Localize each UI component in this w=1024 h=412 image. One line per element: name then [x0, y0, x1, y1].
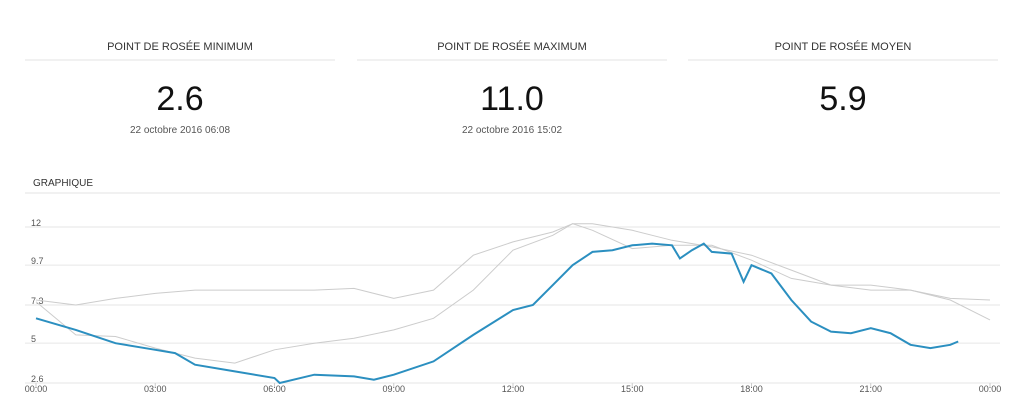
series-line	[35, 242, 959, 385]
chart: 2.6 5 7.3 9.7 12 00:00 03:00 06:00 09:00 12:00 15:…	[25, 218, 1002, 394]
x-tick-label: 15:00	[621, 384, 644, 394]
y-tick-label: 7.3	[31, 296, 44, 306]
x-tick-label: 03:00	[144, 384, 167, 394]
x-tick-label: 09:00	[382, 384, 405, 394]
x-tick-label: 00:00	[25, 384, 48, 394]
series-line	[35, 223, 991, 306]
y-tick-label: 5	[31, 334, 36, 344]
x-tick-label: 00:00	[979, 384, 1002, 394]
stat-label: POINT DE ROSÉE MOYEN	[775, 40, 912, 53]
stat-label: POINT DE ROSÉE MINIMUM	[107, 40, 253, 53]
stat-value: 5.9	[819, 80, 866, 118]
y-tick-label: 9.7	[31, 256, 44, 266]
x-tick-label: 12:00	[502, 384, 525, 394]
y-tick-label: 12	[31, 218, 41, 228]
x-tick-label: 18:00	[740, 384, 763, 394]
stat-label: POINT DE ROSÉE MAXIMUM	[437, 40, 587, 53]
stat-value: 11.0	[480, 80, 544, 118]
y-tick-label: 2.6	[31, 374, 44, 384]
x-tick-label: 06:00	[263, 384, 286, 394]
series-line	[35, 223, 991, 364]
stat-value: 2.6	[156, 80, 203, 118]
chart-title: GRAPHIQUE	[33, 178, 93, 189]
x-tick-label: 21:00	[859, 384, 882, 394]
stat-date: 22 octobre 2016 15:02	[462, 125, 563, 136]
stat-date: 22 octobre 2016 06:08	[130, 125, 231, 136]
